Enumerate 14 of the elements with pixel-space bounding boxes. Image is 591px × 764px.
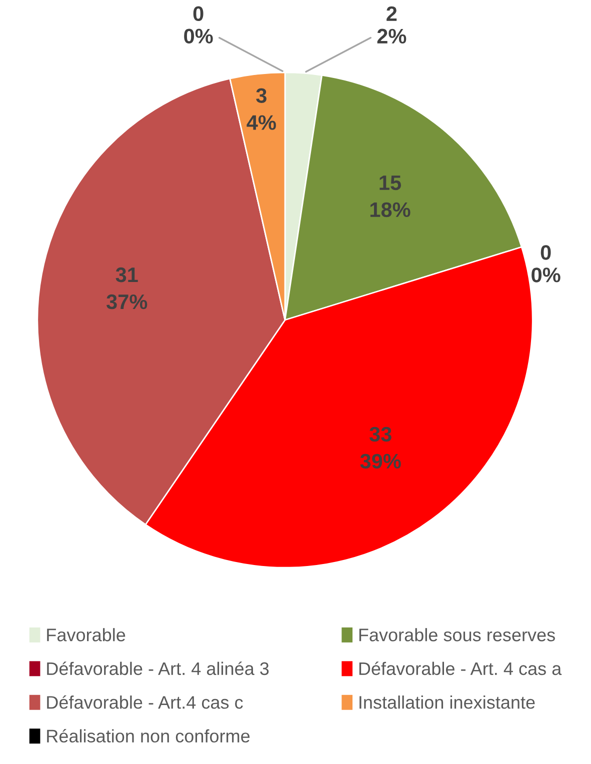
- legend-label: Défavorable - Art. 4 alinéa 3: [47, 662, 269, 676]
- data-label: 3 4%: [246, 88, 276, 130]
- legend-label: Défavorable - Art.4 cas c: [47, 695, 243, 709]
- legend-label: Favorable sous reserves: [359, 628, 555, 642]
- legend-label: Favorable: [47, 628, 126, 642]
- legend-label: Défavorable - Art. 4 cas a: [359, 662, 562, 676]
- data-label: 33 39%: [360, 426, 401, 469]
- text: 0 0%: [184, 6, 213, 44]
- data-label: 2 2%: [377, 6, 406, 44]
- text: 0 0%: [532, 245, 560, 282]
- legend-label: Réalisation non conforme: [47, 729, 250, 743]
- data-label: 31 37%: [106, 267, 148, 310]
- legend-label: Installation inexistante: [360, 696, 535, 709]
- data-label: 15 18%: [370, 176, 410, 218]
